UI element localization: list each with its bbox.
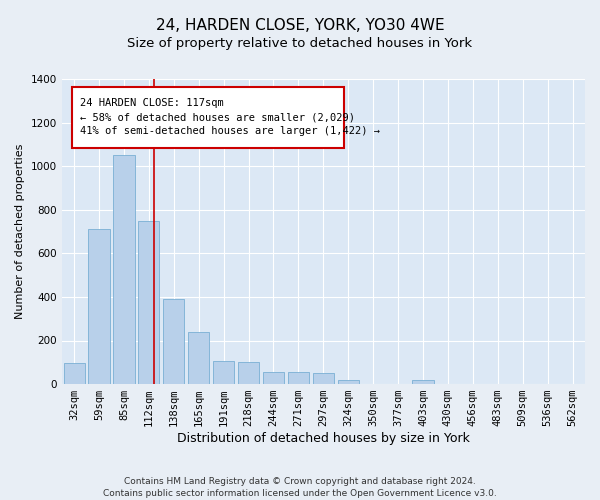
- Bar: [313, 373, 334, 384]
- Bar: [412, 380, 434, 384]
- Bar: [138, 220, 160, 384]
- Bar: [238, 362, 259, 384]
- Bar: [64, 364, 85, 384]
- Text: Contains HM Land Registry data © Crown copyright and database right 2024.
Contai: Contains HM Land Registry data © Crown c…: [103, 476, 497, 498]
- Bar: [188, 332, 209, 384]
- Bar: [338, 380, 359, 384]
- Bar: [113, 156, 134, 384]
- Text: 24 HARDEN CLOSE: 117sqm
← 58% of detached houses are smaller (2,029)
41% of semi: 24 HARDEN CLOSE: 117sqm ← 58% of detache…: [80, 98, 380, 136]
- Bar: [263, 372, 284, 384]
- Bar: [163, 299, 184, 384]
- FancyBboxPatch shape: [72, 86, 344, 148]
- Text: Size of property relative to detached houses in York: Size of property relative to detached ho…: [127, 38, 473, 51]
- X-axis label: Distribution of detached houses by size in York: Distribution of detached houses by size …: [177, 432, 470, 445]
- Y-axis label: Number of detached properties: Number of detached properties: [15, 144, 25, 319]
- Bar: [288, 372, 309, 384]
- Text: 24, HARDEN CLOSE, YORK, YO30 4WE: 24, HARDEN CLOSE, YORK, YO30 4WE: [155, 18, 445, 32]
- Bar: [88, 230, 110, 384]
- Bar: [213, 361, 234, 384]
